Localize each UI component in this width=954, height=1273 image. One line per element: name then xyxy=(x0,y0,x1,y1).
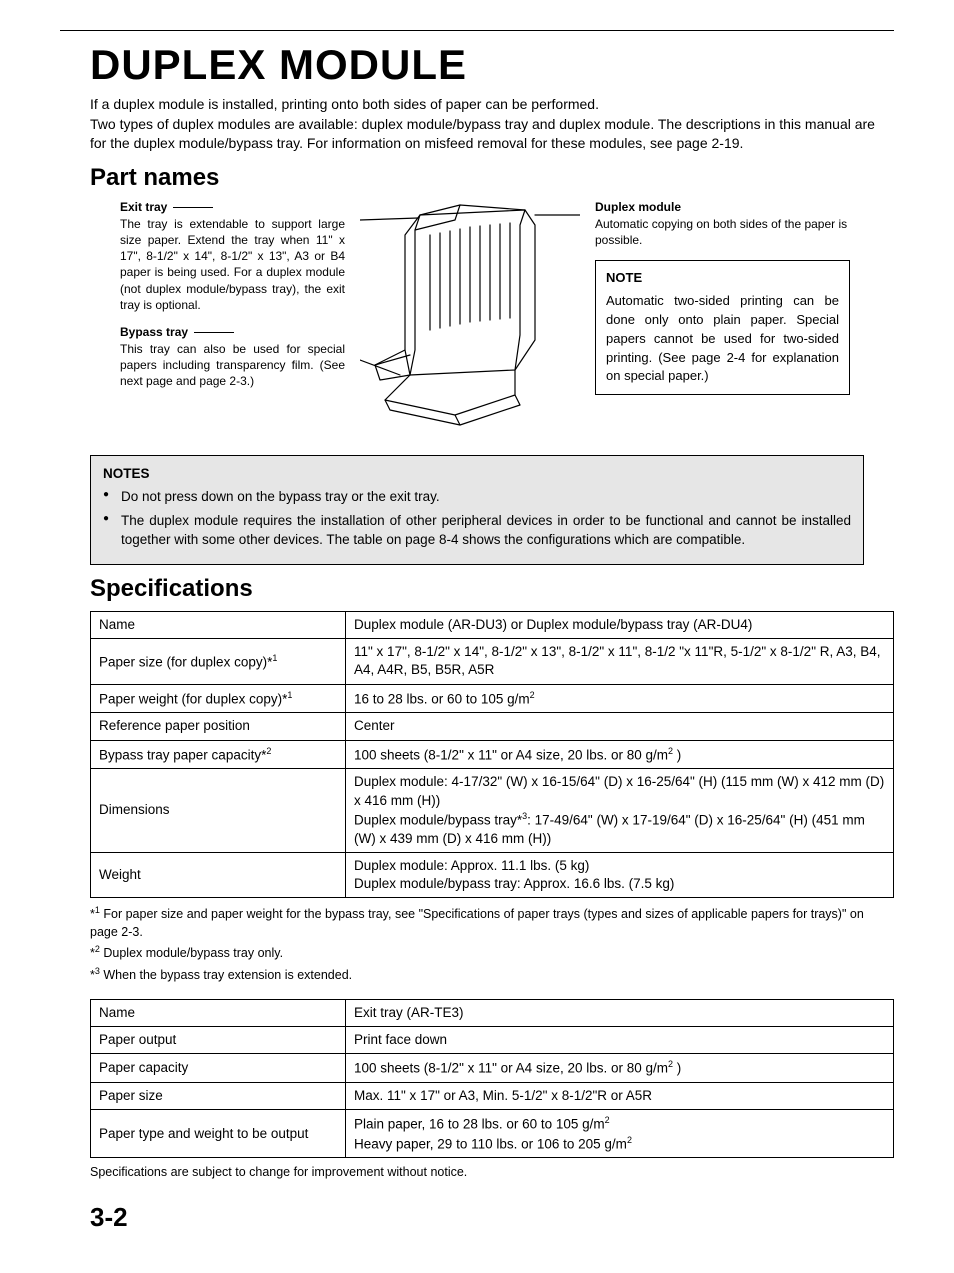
table-cell: Paper output xyxy=(91,1026,346,1053)
table-cell: Center xyxy=(346,713,894,740)
notes-item: The duplex module requires the installat… xyxy=(103,511,851,550)
duplex-module-body: Automatic copying on both sides of the p… xyxy=(595,216,850,248)
duplex-module-illustration xyxy=(355,200,585,430)
table-cell: Duplex module: 4-17/32" (W) x 16-15/64" … xyxy=(346,769,894,852)
page-number: 3-2 xyxy=(90,1202,894,1233)
table-cell: Paper type and weight to be output xyxy=(91,1110,346,1158)
table-cell: Dimensions xyxy=(91,769,346,852)
note-body: Automatic two-sided printing can be done… xyxy=(606,293,839,383)
duplex-module-head: Duplex module xyxy=(595,200,850,214)
bypass-tray-body: This tray can also be used for special p… xyxy=(120,341,345,390)
notes-grey-box: NOTES Do not press down on the bypass tr… xyxy=(90,455,864,565)
table-cell: 16 to 28 lbs. or 60 to 105 g/m2 xyxy=(346,684,894,713)
table-cell: Max. 11" x 17" or A3, Min. 5-1/2" x 8-1/… xyxy=(346,1082,894,1109)
footnote: *3 When the bypass tray extension is ext… xyxy=(90,965,894,985)
table-cell: Plain paper, 16 to 28 lbs. or 60 to 105 … xyxy=(346,1110,894,1158)
intro-text: If a duplex module is installed, printin… xyxy=(90,95,894,154)
table-cell: Duplex module: Approx. 11.1 lbs. (5 kg)D… xyxy=(346,852,894,897)
table-cell: Duplex module (AR-DU3) or Duplex module/… xyxy=(346,612,894,639)
notes-head: NOTES xyxy=(103,464,851,484)
table-cell: Name xyxy=(91,999,346,1026)
table-cell: Paper size (for duplex copy)*1 xyxy=(91,639,346,684)
table-cell: Paper capacity xyxy=(91,1054,346,1083)
spec-table-2: NameExit tray (AR-TE3)Paper outputPrint … xyxy=(90,999,894,1159)
table-cell: Bypass tray paper capacity*2 xyxy=(91,740,346,769)
table-cell: Paper weight (for duplex copy)*1 xyxy=(91,684,346,713)
section-specs: Specifications xyxy=(90,575,894,603)
notes-item: Do not press down on the bypass tray or … xyxy=(103,487,851,507)
footnote-change: Specifications are subject to change for… xyxy=(90,1164,894,1182)
table-cell: Exit tray (AR-TE3) xyxy=(346,999,894,1026)
notes-list: Do not press down on the bypass tray or … xyxy=(103,487,851,550)
footnotes-1: *1 For paper size and paper weight for t… xyxy=(90,904,894,984)
exit-tray-head: Exit tray xyxy=(120,200,345,214)
section-partnames: Part names xyxy=(90,164,894,192)
note-head: NOTE xyxy=(606,269,839,288)
table-cell: Name xyxy=(91,612,346,639)
footnote: *1 For paper size and paper weight for t… xyxy=(90,904,894,941)
table-cell: Paper size xyxy=(91,1082,346,1109)
footnote: *2 Duplex module/bypass tray only. xyxy=(90,943,894,963)
page-title: DUPLEX MODULE xyxy=(90,41,894,89)
table-cell: 100 sheets (8-1/2" x 11" or A4 size, 20 … xyxy=(346,740,894,769)
table-cell: 100 sheets (8-1/2" x 11" or A4 size, 20 … xyxy=(346,1054,894,1083)
table-cell: Print face down xyxy=(346,1026,894,1053)
spec-table-1: NameDuplex module (AR-DU3) or Duplex mod… xyxy=(90,611,894,898)
table-cell: Reference paper position xyxy=(91,713,346,740)
bypass-tray-head: Bypass tray xyxy=(120,325,345,339)
table-cell: Weight xyxy=(91,852,346,897)
exit-tray-body: The tray is extendable to support large … xyxy=(120,216,345,313)
note-box: NOTE Automatic two-sided printing can be… xyxy=(595,260,850,395)
table-cell: 11" x 17", 8-1/2" x 14", 8-1/2" x 13", 8… xyxy=(346,639,894,684)
